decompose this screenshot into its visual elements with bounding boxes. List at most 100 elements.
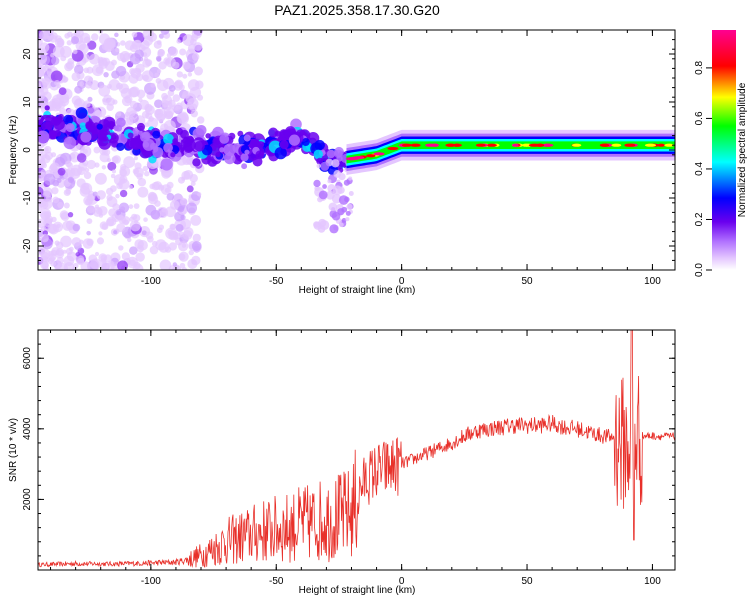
signal-blob	[130, 138, 142, 150]
noise-blob	[178, 251, 189, 262]
noise-blob	[168, 242, 177, 251]
noise-blob	[181, 243, 187, 248]
noise-blob	[135, 252, 145, 262]
streak-blob	[344, 196, 350, 203]
noise-blob	[38, 186, 44, 196]
noise-blob	[95, 66, 103, 74]
noise-blob	[187, 72, 193, 77]
x-tick-label: 50	[521, 276, 533, 287]
signal-blob	[268, 127, 279, 138]
noise-blob	[66, 40, 72, 46]
y-tick-label: 20	[22, 48, 33, 60]
noise-blob	[72, 262, 79, 269]
noise-blob	[155, 55, 162, 62]
colorbar-ticks: 0.0 0.2 0.4 0.6 0.8	[694, 61, 712, 277]
noise-blob	[182, 61, 191, 70]
signal-blob	[160, 158, 173, 171]
signal-blob	[274, 146, 287, 160]
noise-blob	[149, 183, 155, 190]
noise-blob	[76, 257, 85, 266]
streak-blob	[331, 159, 340, 168]
y-tick-label: -20	[22, 238, 33, 253]
streak-blob	[348, 191, 354, 196]
carrier-peak	[644, 143, 657, 147]
signal-blob	[163, 142, 173, 153]
noise-blob	[149, 245, 159, 255]
noise-blob	[169, 200, 180, 210]
carrier-peak	[475, 143, 486, 147]
noise-blob	[45, 195, 53, 203]
noise-blob	[64, 32, 71, 39]
noise-blob	[150, 82, 156, 88]
colorbar: 0.0 0.2 0.4 0.6 0.8 Normalized spectral ampl…	[694, 30, 748, 277]
noise-blob	[124, 117, 134, 126]
noise-blob	[38, 195, 44, 206]
noise-blob	[56, 37, 64, 46]
noise-blob	[51, 216, 57, 223]
y-tick-label: 2000	[22, 488, 33, 511]
streak-blob	[341, 206, 348, 213]
noise-blob	[101, 165, 107, 170]
noise-blob	[115, 65, 127, 77]
noise-blob	[190, 214, 202, 226]
noise-blob	[38, 236, 41, 242]
noise-blob	[123, 156, 136, 169]
noise-blob	[54, 79, 61, 86]
noise-blob	[76, 153, 87, 163]
colorbar-gradient	[712, 30, 736, 270]
noise-blob	[113, 230, 118, 235]
signal-blob	[87, 107, 95, 114]
noise-blob	[96, 237, 105, 245]
noise-blob	[83, 171, 92, 180]
spectrogram-image	[38, 30, 675, 270]
noise-blob	[63, 255, 75, 267]
noise-blob	[94, 172, 107, 185]
noise-blob	[62, 76, 69, 83]
spectrogram-xlabel: Height of straight line (km)	[299, 285, 416, 296]
noise-blob	[121, 252, 130, 261]
noise-blob	[96, 190, 106, 200]
noise-blob	[86, 159, 96, 170]
noise-blob	[88, 76, 94, 82]
noise-blob	[112, 155, 121, 164]
noise-blob	[115, 193, 120, 199]
x-tick-label: -50	[269, 576, 284, 587]
noise-blob	[190, 181, 196, 187]
signal-blob	[240, 153, 249, 162]
streak-blob	[327, 179, 332, 184]
noise-blob	[193, 42, 203, 51]
noise-blob	[159, 259, 172, 270]
noise-blob	[179, 48, 187, 56]
noise-blob	[91, 33, 99, 41]
x-tick-label: 100	[644, 576, 661, 587]
noise-blob	[119, 168, 128, 177]
streak-blob	[337, 186, 345, 194]
noise-blob	[110, 173, 116, 179]
carrier-peak	[352, 156, 365, 160]
signal-blob	[148, 155, 157, 164]
noise-blob	[116, 82, 123, 90]
carrier-peak	[626, 143, 636, 147]
noise-blob	[57, 201, 64, 209]
noise-blob	[115, 47, 120, 53]
streak-blob	[341, 218, 347, 223]
noise-blob	[171, 104, 179, 111]
carrier-peak	[511, 143, 519, 147]
noise-blob	[101, 42, 110, 51]
noise-blob	[72, 49, 78, 55]
snr-ylabel: SNR (10 * v/v)	[8, 418, 19, 482]
signal-blob	[256, 141, 265, 149]
signal-blob	[255, 150, 265, 160]
streak-blob	[313, 221, 322, 230]
x-tick-label: 0	[399, 576, 405, 587]
signal-blob	[237, 130, 244, 137]
noise-blob	[189, 174, 198, 183]
noise-blob	[128, 110, 138, 120]
noise-blob	[71, 36, 80, 45]
noise-blob	[39, 86, 49, 96]
noise-blob	[186, 185, 194, 193]
signal-blob	[91, 129, 97, 135]
streak-blob	[329, 224, 339, 234]
noise-blob	[38, 62, 43, 71]
noise-blob	[65, 61, 75, 70]
